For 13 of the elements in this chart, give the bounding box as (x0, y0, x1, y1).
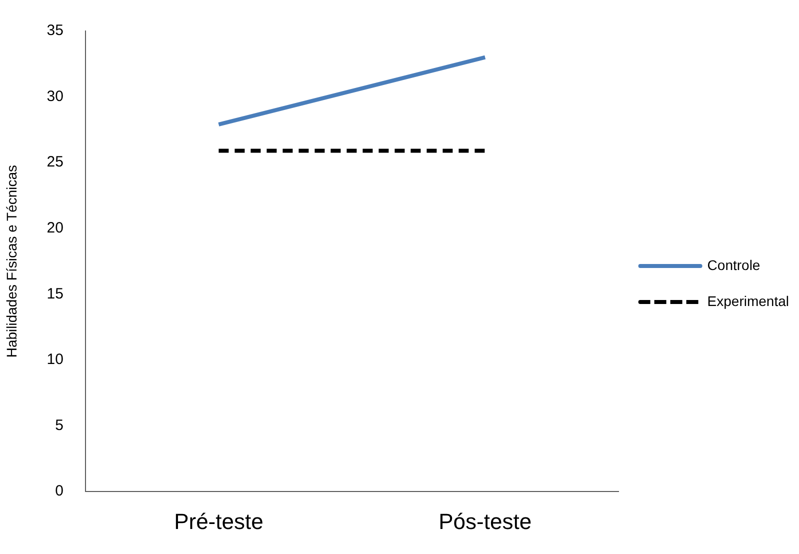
y-tick-label: 0 (55, 482, 64, 500)
y-tick-label: 35 (46, 22, 64, 40)
y-tick-label: 30 (46, 88, 64, 105)
y-axis-title: Habilidades Físicas e Técnicas (3, 164, 20, 358)
x-tick-label: Pré-teste (174, 508, 264, 534)
y-tick-label: 20 (46, 220, 64, 237)
y-tick-label: 25 (46, 154, 64, 171)
y-tick-label: 15 (46, 285, 64, 302)
y-tick-label: 5 (55, 416, 64, 434)
legend-label: Experimental (707, 292, 789, 309)
x-tick-label: Pós-teste (438, 508, 532, 534)
legend-label: Controle (707, 256, 760, 273)
y-tick-label: 10 (46, 351, 64, 368)
